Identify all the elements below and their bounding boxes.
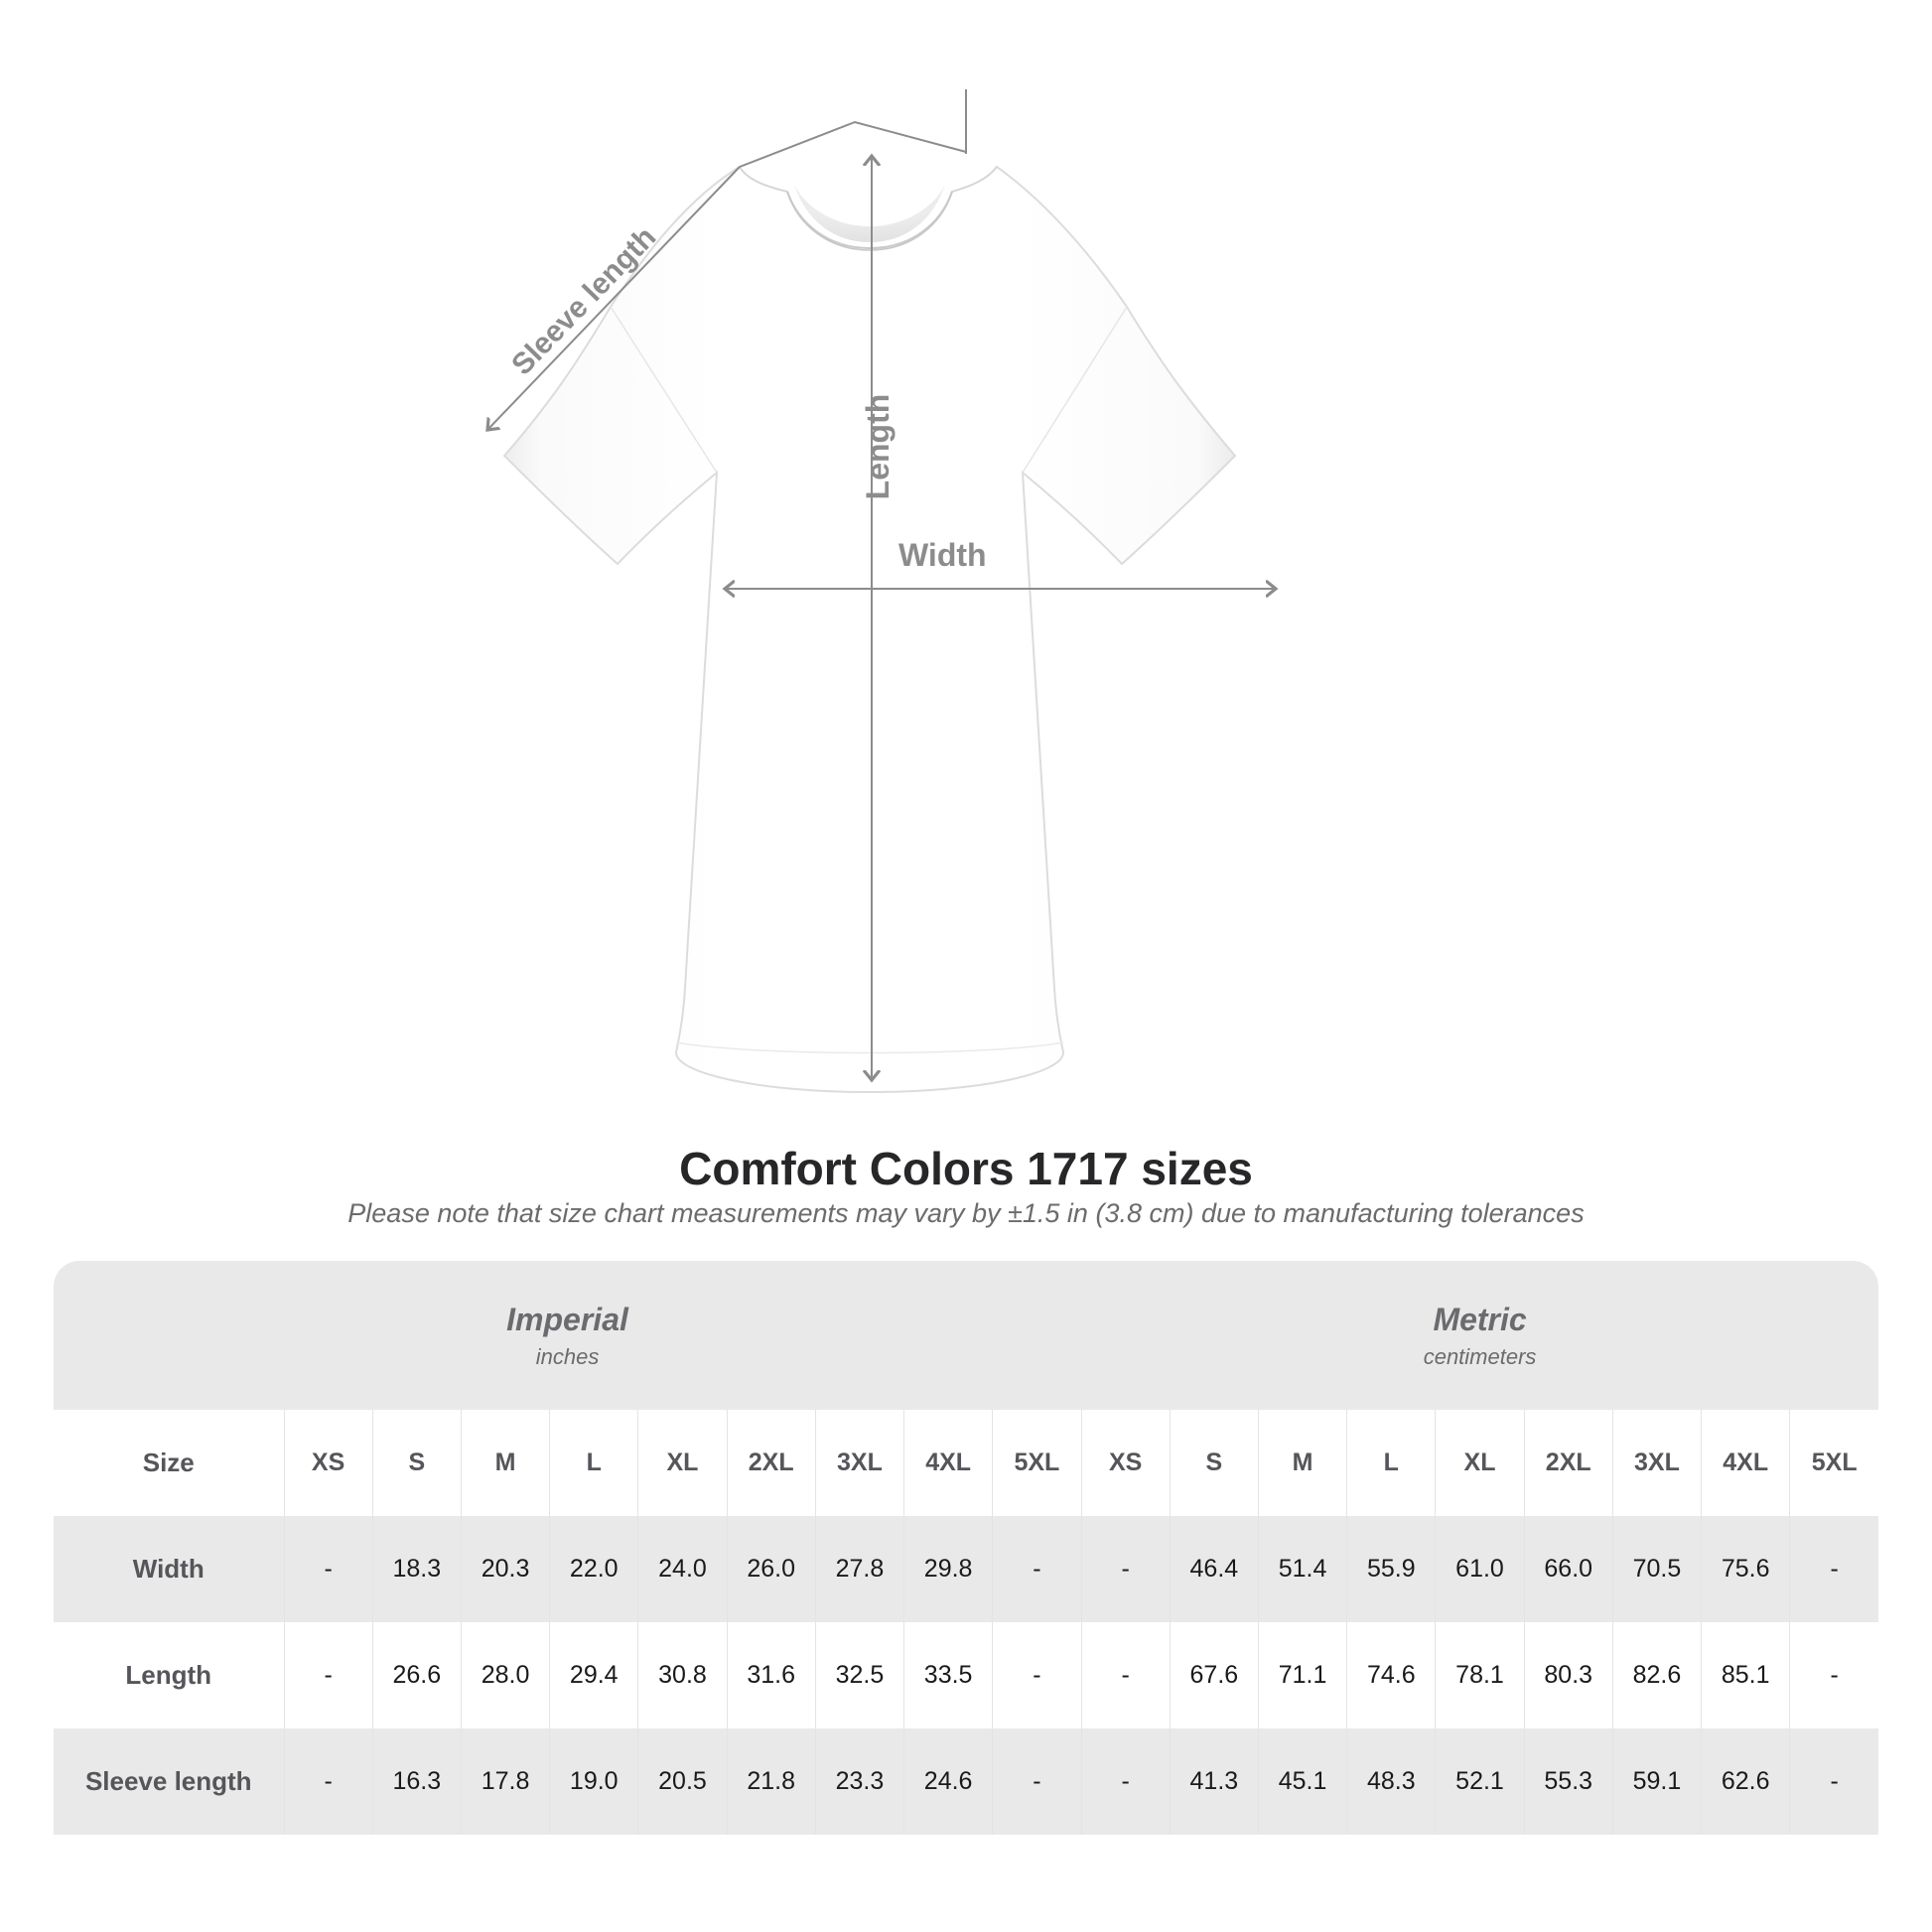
svg-text:Length: Length (860, 394, 896, 500)
svg-text:Width: Width (898, 537, 987, 573)
